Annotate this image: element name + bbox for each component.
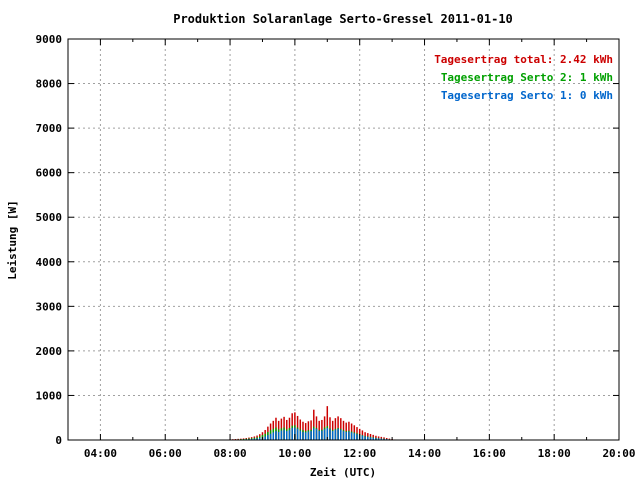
y-tick-label: 7000 [36,122,63,135]
bar-serto-1 [353,433,356,440]
bar-serto-1 [369,437,372,440]
legend-entry: Tagesertrag total: 2.42 kWh [434,53,613,66]
bar-serto-1 [340,429,342,440]
y-tick-label: 2000 [36,345,63,358]
bar-serto-1 [356,434,358,440]
y-tick-label: 9000 [36,33,63,46]
x-tick-labels: 04:00 06:00 08:00 10:00 12:00 14:00 16:00 18:00… [84,447,636,460]
bar-serto-1 [267,435,269,440]
x-tick-label: 20:00 [602,447,635,460]
bar-serto-1 [372,437,374,440]
bar-serto-1 [334,429,337,440]
bars [229,406,401,440]
x-tick-label: 10:00 [278,447,311,460]
bar-serto-1 [375,438,377,440]
bar-serto-1 [315,428,318,440]
y-tick-label: 6000 [36,167,63,180]
bar-serto-1 [321,430,323,440]
x-tick-label: 04:00 [84,447,117,460]
bar-serto-1 [275,431,277,440]
y-tick-label: 3000 [36,300,63,313]
bar-serto-1 [383,438,385,440]
bar-total [385,437,388,440]
bar-total [313,409,315,440]
bar-serto-1 [348,431,350,440]
x-tick-label: 18:00 [538,447,571,460]
bar-serto-1 [256,438,258,440]
x-tick-label: 08:00 [213,447,246,460]
chart-title: Produktion Solaranlage Serto-Gressel 201… [173,12,513,26]
bar-serto-1 [286,431,288,440]
bar-serto-1 [345,431,347,440]
y-tick-labels: 0 1000 2000 3000 4000 5000 6000 7000 8000 9000 [36,33,63,447]
x-tick-label: 06:00 [149,447,182,460]
x-axis-label: Zeit (UTC) [310,466,376,479]
bar-serto-1 [323,429,326,440]
bar-serto-1 [342,431,345,440]
bar-serto-1 [318,431,320,440]
bar-serto-1 [299,430,302,440]
ticks [67,38,620,441]
bar-serto-1 [304,432,307,440]
y-tick-label: 4000 [36,256,63,269]
bar-serto-1 [283,429,285,440]
bar-serto-1 [361,435,364,440]
y-tick-label: 1000 [36,389,63,402]
bar-serto-1 [269,433,272,440]
bar-serto-1 [307,431,310,440]
grid [68,39,619,440]
y-axis-label: Leistung [W] [6,200,19,279]
bar-serto-1 [367,436,369,440]
bar-serto-1 [377,438,380,440]
bar-serto-1 [253,438,256,440]
bar-serto-1 [310,431,312,440]
x-tick-label: 14:00 [408,447,441,460]
bar-serto-1 [277,431,280,440]
bar-serto-1 [331,431,334,440]
bar-serto-1 [302,431,304,440]
bar-serto-1 [288,430,291,440]
y-tick-label: 5000 [36,211,63,224]
bar-total [326,406,329,440]
bar-serto-1 [380,438,383,440]
legend-entry: Tagesertrag Serto 2: 1 kWh [441,71,613,84]
bar-serto-1 [272,432,275,440]
y-tick-label: 8000 [36,78,63,91]
bar-serto-1 [337,428,339,440]
legend: Tagesertrag total: 2.42 kWh Tagesertrag S… [434,53,613,102]
bar-serto-1 [291,427,293,440]
bar-serto-1 [259,437,261,440]
plot-frame [67,38,620,441]
bar-serto-1 [313,428,315,440]
bar-total [388,438,391,440]
y-tick-label: 0 [55,434,62,447]
x-tick-label: 12:00 [343,447,376,460]
legend-entry: Tagesertrag Serto 1: 0 kWh [441,89,613,102]
bar-serto-1 [280,430,283,440]
bar-serto-1 [294,427,296,440]
bar-serto-1 [364,436,366,440]
bar-serto-1 [296,428,299,440]
bar-serto-1 [350,432,353,440]
bar-serto-1 [326,427,329,440]
bar-serto-1 [329,429,331,440]
bar-serto-1 [264,436,266,440]
x-tick-label: 16:00 [473,447,506,460]
